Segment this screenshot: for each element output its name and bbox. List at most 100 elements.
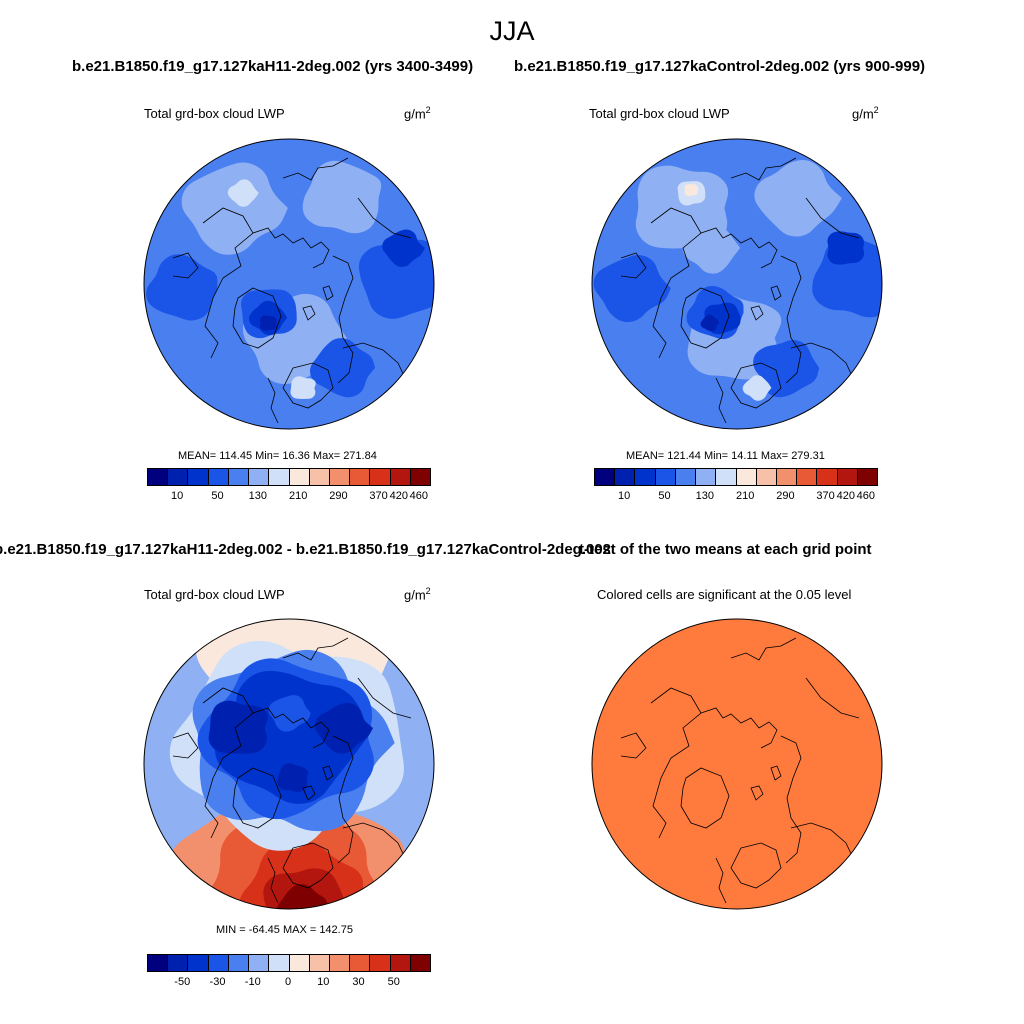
panel-c-units: g/m2	[404, 586, 431, 603]
coastline	[267, 377, 279, 424]
colorbar-swatch	[675, 469, 697, 485]
map-boundary	[143, 138, 435, 430]
colorbar-tick-label: 210	[735, 490, 755, 502]
colorbar-tick-label: 370	[369, 490, 388, 502]
colorbar-swatch	[410, 469, 431, 485]
coastline	[805, 197, 860, 239]
colorbar-swatch	[756, 469, 777, 485]
field-contour	[302, 160, 382, 234]
field-contour	[754, 160, 842, 237]
colorbar-tick-label: 210	[288, 490, 308, 502]
colorbar-tick-label: 420	[389, 490, 408, 502]
coastline	[790, 822, 854, 859]
colorbar-swatch	[595, 469, 616, 485]
coastline	[730, 842, 782, 889]
coastline	[780, 255, 802, 384]
panel-a-stats: MEAN= 114.45 Min= 16.36 Max= 271.84	[178, 450, 377, 462]
colorbar-swatch	[857, 469, 878, 485]
colorbar-swatch	[269, 955, 290, 971]
panel-b-colorbar-ticks: 10 50 130 210 290 370 420 460	[594, 490, 876, 504]
colorbar-swatch	[289, 955, 310, 971]
field-contour	[276, 884, 329, 909]
coastline	[232, 767, 282, 829]
colorbar-tick-label: 420	[836, 490, 855, 502]
field-contour	[227, 179, 259, 207]
coastline	[342, 822, 406, 859]
coastline	[322, 285, 334, 301]
colorbar-swatch	[289, 469, 310, 485]
coastline	[680, 767, 730, 829]
panel-b-colorbar	[594, 468, 878, 486]
coastline	[252, 707, 330, 749]
colorbar-swatch	[329, 469, 351, 485]
colorbar-swatch	[716, 469, 737, 485]
field-contour	[146, 254, 218, 321]
field-contour	[208, 700, 268, 754]
field-contour	[358, 239, 434, 319]
field-layer	[592, 619, 882, 909]
colorbar-swatch	[148, 469, 169, 485]
colorbar-swatch	[837, 469, 858, 485]
panel-d-significance-map	[591, 618, 883, 910]
case-a-header: b.e21.B1850.f19_g17.127kaH11-2deg.002 (y…	[72, 58, 474, 75]
field-contour	[827, 231, 864, 265]
colorbar-swatch	[329, 955, 351, 971]
main-title: JJA	[489, 16, 535, 46]
coastline	[282, 362, 334, 409]
colorbar-swatch	[776, 469, 798, 485]
coastline	[202, 687, 254, 839]
colorbar-tick-label: 30	[352, 976, 365, 988]
field-contour	[310, 338, 376, 398]
colorbar-swatch	[350, 469, 371, 485]
coastline	[805, 677, 860, 719]
colorbar-swatch	[168, 469, 189, 485]
coastline	[650, 687, 702, 839]
coastline	[715, 377, 727, 424]
map-boundary	[143, 618, 435, 910]
colorbar-tick-label: 0	[284, 976, 292, 988]
field-contour	[700, 314, 720, 332]
colorbar-swatch	[736, 469, 757, 485]
coastline	[302, 305, 316, 321]
colorbar-tick-label: 290	[329, 490, 348, 502]
colorbar-swatch	[410, 955, 431, 971]
panel-b-variable: Total grd-box cloud LWP	[589, 106, 730, 121]
colorbar-swatch	[309, 955, 330, 971]
coastline	[730, 362, 782, 409]
coastline	[332, 255, 354, 384]
colorbar-swatch	[309, 469, 330, 485]
colorbar-swatch	[168, 955, 189, 971]
case-b-header: b.e21.B1850.f19_g17.127kaControl-2deg.00…	[514, 58, 926, 75]
field-contour	[593, 254, 671, 323]
panel-a-polar-map	[143, 138, 435, 430]
panel-b-units: g/m2	[852, 105, 879, 122]
field-layer	[592, 139, 882, 429]
field-contour	[742, 375, 772, 401]
map-boundary	[591, 138, 883, 430]
colorbar-swatch	[797, 469, 818, 485]
coastline	[302, 785, 316, 801]
coastlines	[620, 637, 860, 904]
coastline	[202, 207, 254, 359]
coastline	[282, 637, 349, 661]
field-contour	[268, 694, 311, 732]
colorbar-swatch	[615, 469, 636, 485]
field-contour	[259, 315, 277, 331]
colorbar-swatch	[148, 955, 169, 971]
coastline	[172, 252, 199, 279]
colorbar-tick-label: 130	[248, 490, 267, 502]
panel-b-polar-map	[591, 138, 883, 430]
colorbar-tick-label: 460	[856, 490, 876, 502]
coastline	[780, 735, 802, 864]
field-contour	[181, 162, 288, 255]
map-boundary	[591, 618, 883, 910]
coastline	[750, 305, 764, 321]
field-layer	[144, 139, 434, 429]
coastline	[750, 785, 764, 801]
panel-a-variable: Total grd-box cloud LWP	[144, 106, 285, 121]
field-contour	[290, 376, 316, 400]
coastline	[357, 677, 412, 719]
coastline	[620, 732, 647, 759]
colorbar-swatch	[370, 955, 391, 971]
colorbar-swatch	[370, 469, 391, 485]
